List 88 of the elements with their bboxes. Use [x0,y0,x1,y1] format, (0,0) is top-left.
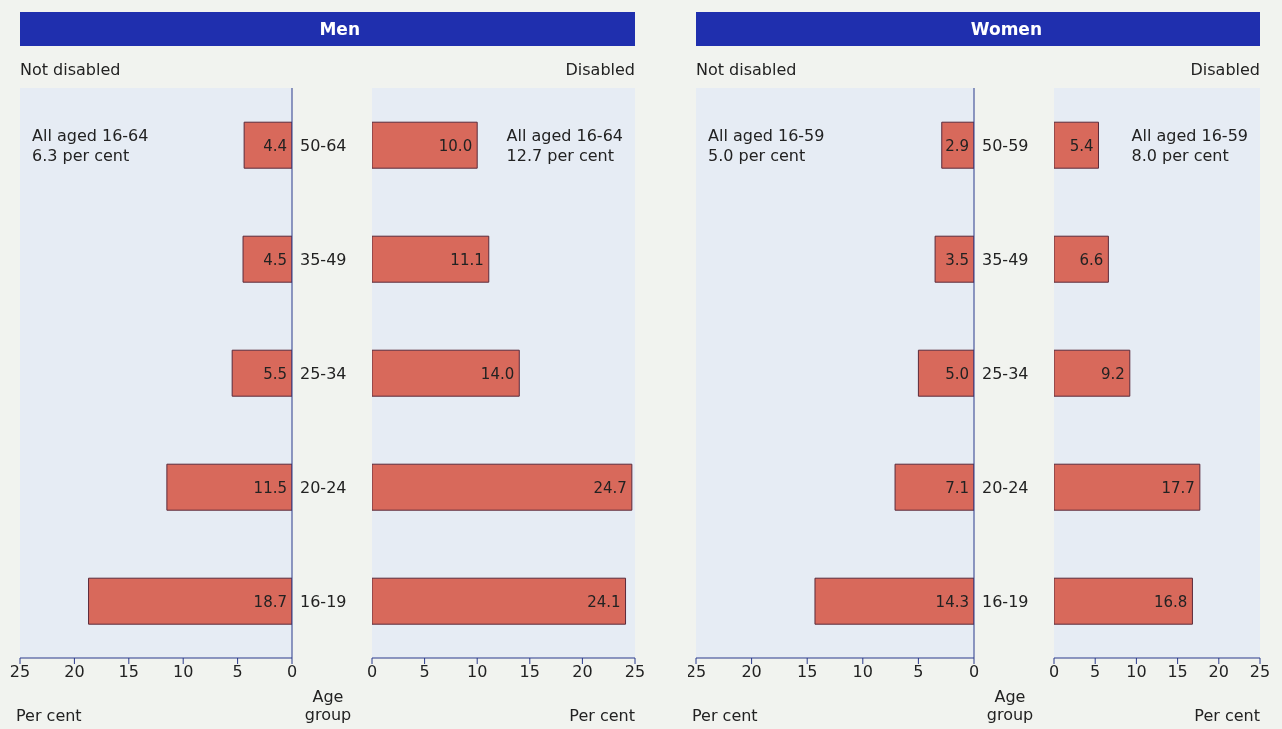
bar [372,577,627,625]
x-axis-title: Per cent [16,706,82,725]
data-label: 7.1 [945,478,969,497]
data-label: 18.7 [253,592,287,611]
data-label: 24.7 [593,478,627,497]
data-label: 14.3 [935,592,969,611]
data-label: 17.7 [1161,478,1195,497]
annotation: All aged 16-59 5.0 per cent [708,126,825,166]
annotation: All aged 16-59 8.0 per cent [1131,126,1248,166]
data-label: 11.1 [450,250,484,269]
data-label: 4.4 [263,136,287,155]
bar [88,577,292,625]
x-tick-label: 5 [232,662,243,682]
x-axis-title: Per cent [569,706,635,725]
annotation: All aged 16-64 6.3 per cent [32,126,149,166]
data-label: 5.0 [945,364,969,383]
chart-subtitle: Disabled [564,60,635,79]
y-tick-label: 50-64 [300,135,347,155]
x-tick-label: 0 [1048,662,1060,682]
data-label: 11.5 [253,478,287,497]
x-tick-label: 25 [9,662,31,682]
bar [243,121,292,169]
data-label: 2.9 [945,136,969,155]
annotation: All aged 16-64 12.7 per cent [506,126,623,166]
bar [372,349,520,397]
x-tick-label: 20 [1208,662,1229,682]
x-tick-label: 15 [797,662,818,682]
text: Men [319,18,360,41]
bar [814,577,974,625]
x-tick-label: 5 [419,662,430,682]
x-axis-title: Per cent [692,706,758,725]
y-tick-label: 35-49 [300,249,347,269]
y-tick-label: 16-19 [982,591,1029,611]
x-tick-label: 0 [968,662,980,682]
y-axis-title: Age group [303,687,353,724]
y-tick-label: 20-24 [300,477,347,497]
x-tick-label: 0 [366,662,378,682]
x-tick-label: 10 [852,662,873,682]
bar [934,235,974,283]
x-axis-title: Per cent [1194,706,1260,725]
y-tick-label: 16-19 [300,591,347,611]
x-tick-label: 15 [1167,662,1188,682]
data-label: 14.0 [480,364,515,383]
bar [1054,235,1109,283]
bar [1054,121,1099,169]
data-label: 9.2 [1100,364,1125,383]
bar [166,463,292,511]
bar [372,235,490,283]
chart-subtitle: Disabled [1189,60,1260,79]
x-tick-label: 20 [64,662,85,682]
data-label: 16.8 [1154,592,1188,611]
y-axis-title: Age group [985,687,1035,724]
chart-title: Women [970,18,1042,41]
bar [372,121,478,169]
x-tick-label: 20 [572,662,593,682]
x-tick-label: 5 [1090,662,1101,682]
bar [894,463,974,511]
y-tick-label: 25-34 [982,363,1029,383]
chart-subtitle: Not disabled [20,60,122,79]
x-tick-label: 5 [913,662,924,682]
x-tick-label: 10 [467,662,488,682]
x-tick-label: 0 [286,662,298,682]
y-tick-label: 50-59 [982,135,1029,155]
data-label: 6.6 [1079,250,1104,269]
x-tick-label: 25 [1249,662,1271,682]
bar [1054,463,1201,511]
data-label: 5.4 [1069,136,1094,155]
bar [917,349,974,397]
x-tick-label: 25 [624,662,646,682]
chart-subtitle: Not disabled [696,60,798,79]
x-tick-label: 15 [519,662,540,682]
bar [1054,349,1131,397]
data-label: 5.5 [263,364,287,383]
data-label: 4.5 [263,250,287,269]
x-tick-label: 10 [1126,662,1147,682]
x-tick-label: 15 [118,662,139,682]
data-label: 24.1 [587,592,621,611]
y-tick-label: 35-49 [982,249,1029,269]
bar [242,235,292,283]
data-label: 10.0 [438,136,473,155]
bar [1054,577,1193,625]
x-tick-label: 20 [741,662,762,682]
x-tick-label: 10 [173,662,194,682]
y-tick-label: 25-34 [300,363,347,383]
y-tick-label: 20-24 [982,477,1029,497]
bar [372,463,633,511]
data-label: 3.5 [945,250,969,269]
bar [231,349,292,397]
